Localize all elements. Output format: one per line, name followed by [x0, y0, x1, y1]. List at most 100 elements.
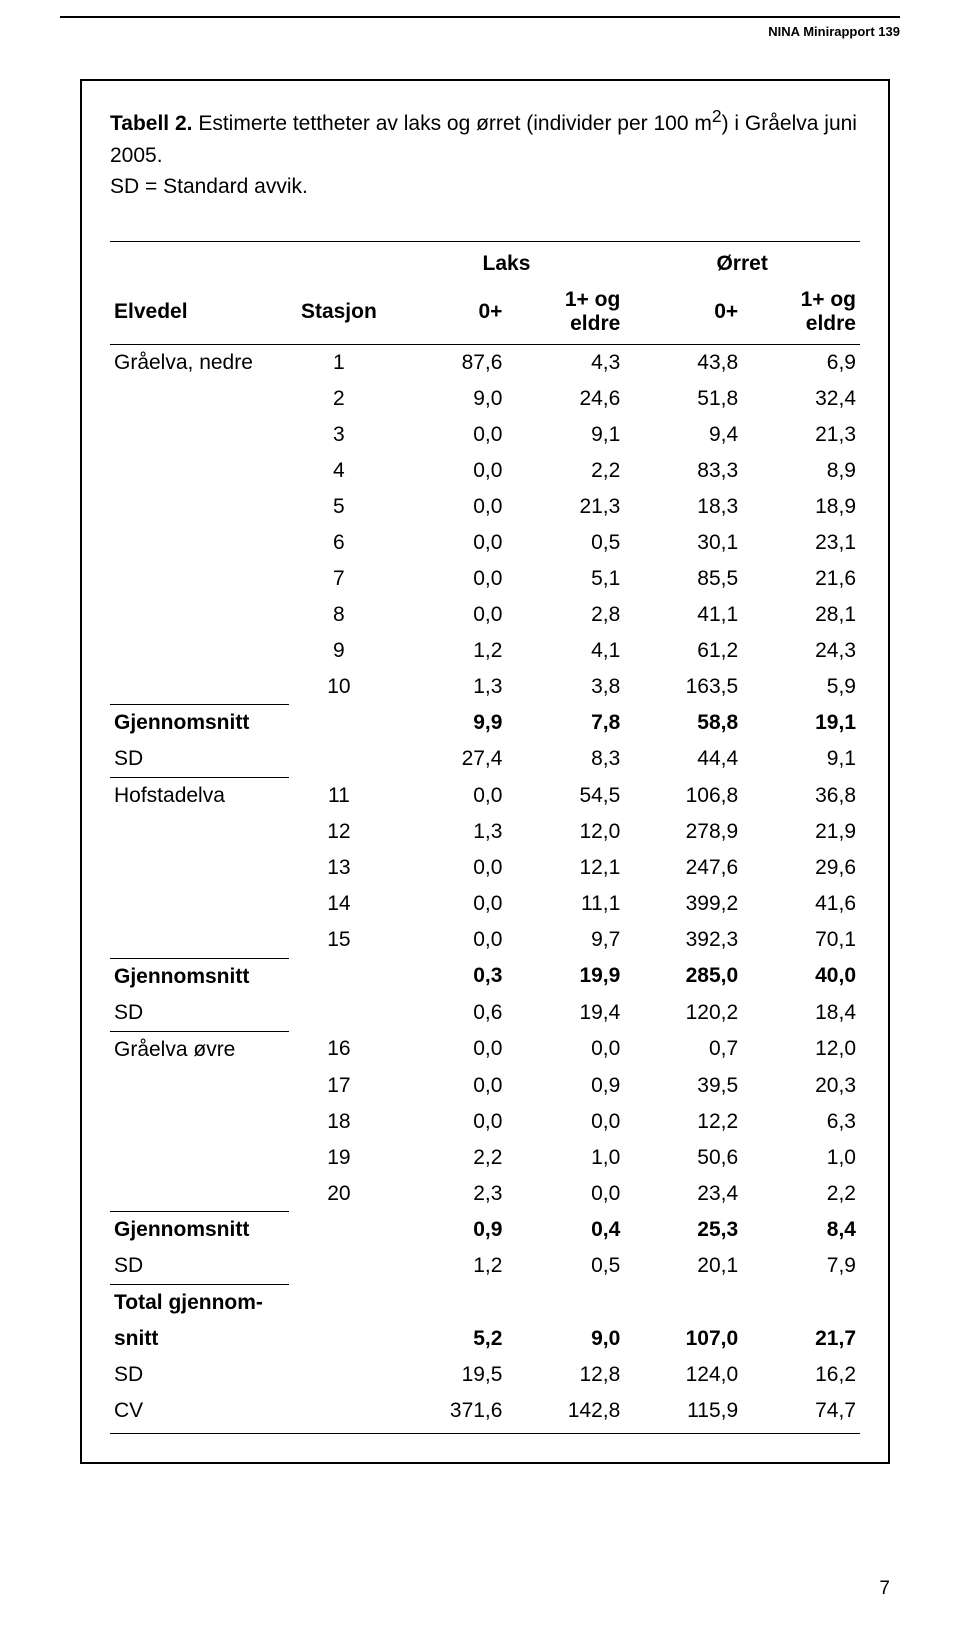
value-cell: 41,6 — [742, 886, 860, 922]
value-cell: 0,0 — [389, 1104, 507, 1140]
value-cell: 21,9 — [742, 814, 860, 850]
value-cell: 115,9 — [624, 1393, 742, 1434]
section-label — [110, 814, 289, 850]
table-row: 121,312,0278,921,9 — [110, 814, 860, 850]
value-cell: 0,0 — [389, 453, 507, 489]
value-cell — [389, 1285, 507, 1322]
station-cell — [289, 1212, 388, 1249]
value-cell: 0,0 — [506, 1031, 624, 1068]
value-cell: 124,0 — [624, 1357, 742, 1393]
station-cell: 17 — [289, 1068, 388, 1104]
mean-label: Gjennomsnitt — [110, 958, 289, 995]
page: NINA Minirapport 139 Tabell 2. Estimerte… — [0, 16, 960, 1628]
table-row: Gråelva øvre160,00,00,712,0 — [110, 1031, 860, 1068]
value-cell: 36,8 — [742, 778, 860, 815]
value-cell: 285,0 — [624, 958, 742, 995]
value-cell: 16,2 — [742, 1357, 860, 1393]
value-cell: 27,4 — [389, 741, 507, 778]
section-label — [110, 886, 289, 922]
value-cell: 2,8 — [506, 597, 624, 633]
value-cell: 21,3 — [742, 417, 860, 453]
station-cell — [289, 1285, 388, 1322]
value-cell: 24,3 — [742, 633, 860, 669]
group-header-laks: Laks — [389, 241, 625, 282]
table-box: Tabell 2. Estimerte tettheter av laks og… — [80, 79, 890, 1464]
value-cell: 19,1 — [742, 705, 860, 742]
value-cell: 2,2 — [389, 1140, 507, 1176]
section-label: Gråelva, nedre — [110, 344, 289, 381]
value-cell: 83,3 — [624, 453, 742, 489]
section-label — [110, 850, 289, 886]
station-cell: 10 — [289, 669, 388, 705]
value-cell: 5,1 — [506, 561, 624, 597]
value-cell: 7,9 — [742, 1248, 860, 1285]
table-row: 101,33,8163,55,9 — [110, 669, 860, 705]
value-cell: 0,4 — [506, 1212, 624, 1249]
station-cell: 14 — [289, 886, 388, 922]
table-row: 29,024,651,832,4 — [110, 381, 860, 417]
station-cell: 4 — [289, 453, 388, 489]
table-row: Gjennomsnitt0,319,9285,040,0 — [110, 958, 860, 995]
value-cell: 0,0 — [389, 561, 507, 597]
value-cell: 1,3 — [389, 814, 507, 850]
station-cell: 19 — [289, 1140, 388, 1176]
value-cell — [624, 1285, 742, 1322]
value-cell: 21,3 — [506, 489, 624, 525]
table-row: SD19,512,8124,016,2 — [110, 1357, 860, 1393]
value-cell: 0,5 — [506, 1248, 624, 1285]
value-cell: 9,1 — [742, 741, 860, 778]
table-row: CV371,6142,8115,974,7 — [110, 1393, 860, 1434]
section-label — [110, 633, 289, 669]
section-label — [110, 561, 289, 597]
value-cell: 3,8 — [506, 669, 624, 705]
table-row: 40,02,283,38,9 — [110, 453, 860, 489]
total-cv-label: CV — [110, 1393, 289, 1434]
value-cell: 25,3 — [624, 1212, 742, 1249]
station-cell — [289, 741, 388, 778]
table-row: 170,00,939,520,3 — [110, 1068, 860, 1104]
value-cell: 0,0 — [389, 1068, 507, 1104]
value-cell: 18,9 — [742, 489, 860, 525]
station-cell — [289, 995, 388, 1032]
station-cell — [289, 1393, 388, 1434]
section-label — [110, 1104, 289, 1140]
value-cell: 5,9 — [742, 669, 860, 705]
value-cell: 12,2 — [624, 1104, 742, 1140]
sd-label: SD — [110, 995, 289, 1032]
station-cell: 5 — [289, 489, 388, 525]
mean-label: Gjennomsnitt — [110, 1212, 289, 1249]
value-cell: 85,5 — [624, 561, 742, 597]
value-cell: 0,7 — [624, 1031, 742, 1068]
station-cell: 9 — [289, 633, 388, 669]
value-cell: 4,1 — [506, 633, 624, 669]
value-cell: 41,1 — [624, 597, 742, 633]
value-cell: 70,1 — [742, 922, 860, 958]
section-label — [110, 417, 289, 453]
table-row: 180,00,012,26,3 — [110, 1104, 860, 1140]
value-cell: 8,9 — [742, 453, 860, 489]
value-cell: 0,5 — [506, 525, 624, 561]
section-label — [110, 489, 289, 525]
caption-lead: Tabell 2. — [110, 112, 192, 135]
table-row: 91,24,161,224,3 — [110, 633, 860, 669]
value-cell: 5,2 — [389, 1321, 507, 1357]
table-row: 30,09,19,421,3 — [110, 417, 860, 453]
col-orret-1p: 1+ og eldre — [742, 282, 860, 345]
value-cell: 0,9 — [389, 1212, 507, 1249]
section-label — [110, 381, 289, 417]
value-cell: 0,0 — [389, 922, 507, 958]
total-mean-label: Total gjennom- — [110, 1285, 289, 1322]
value-cell: 0,0 — [389, 1031, 507, 1068]
page-number: 7 — [879, 1578, 890, 1600]
section-label — [110, 597, 289, 633]
header-spacer — [110, 241, 289, 282]
value-cell: 1,2 — [389, 633, 507, 669]
value-cell: 392,3 — [624, 922, 742, 958]
value-cell: 9,0 — [506, 1321, 624, 1357]
station-cell — [289, 1357, 388, 1393]
value-cell: 278,9 — [624, 814, 742, 850]
value-cell: 20,1 — [624, 1248, 742, 1285]
value-cell: 18,4 — [742, 995, 860, 1032]
value-cell: 44,4 — [624, 741, 742, 778]
value-cell: 8,3 — [506, 741, 624, 778]
